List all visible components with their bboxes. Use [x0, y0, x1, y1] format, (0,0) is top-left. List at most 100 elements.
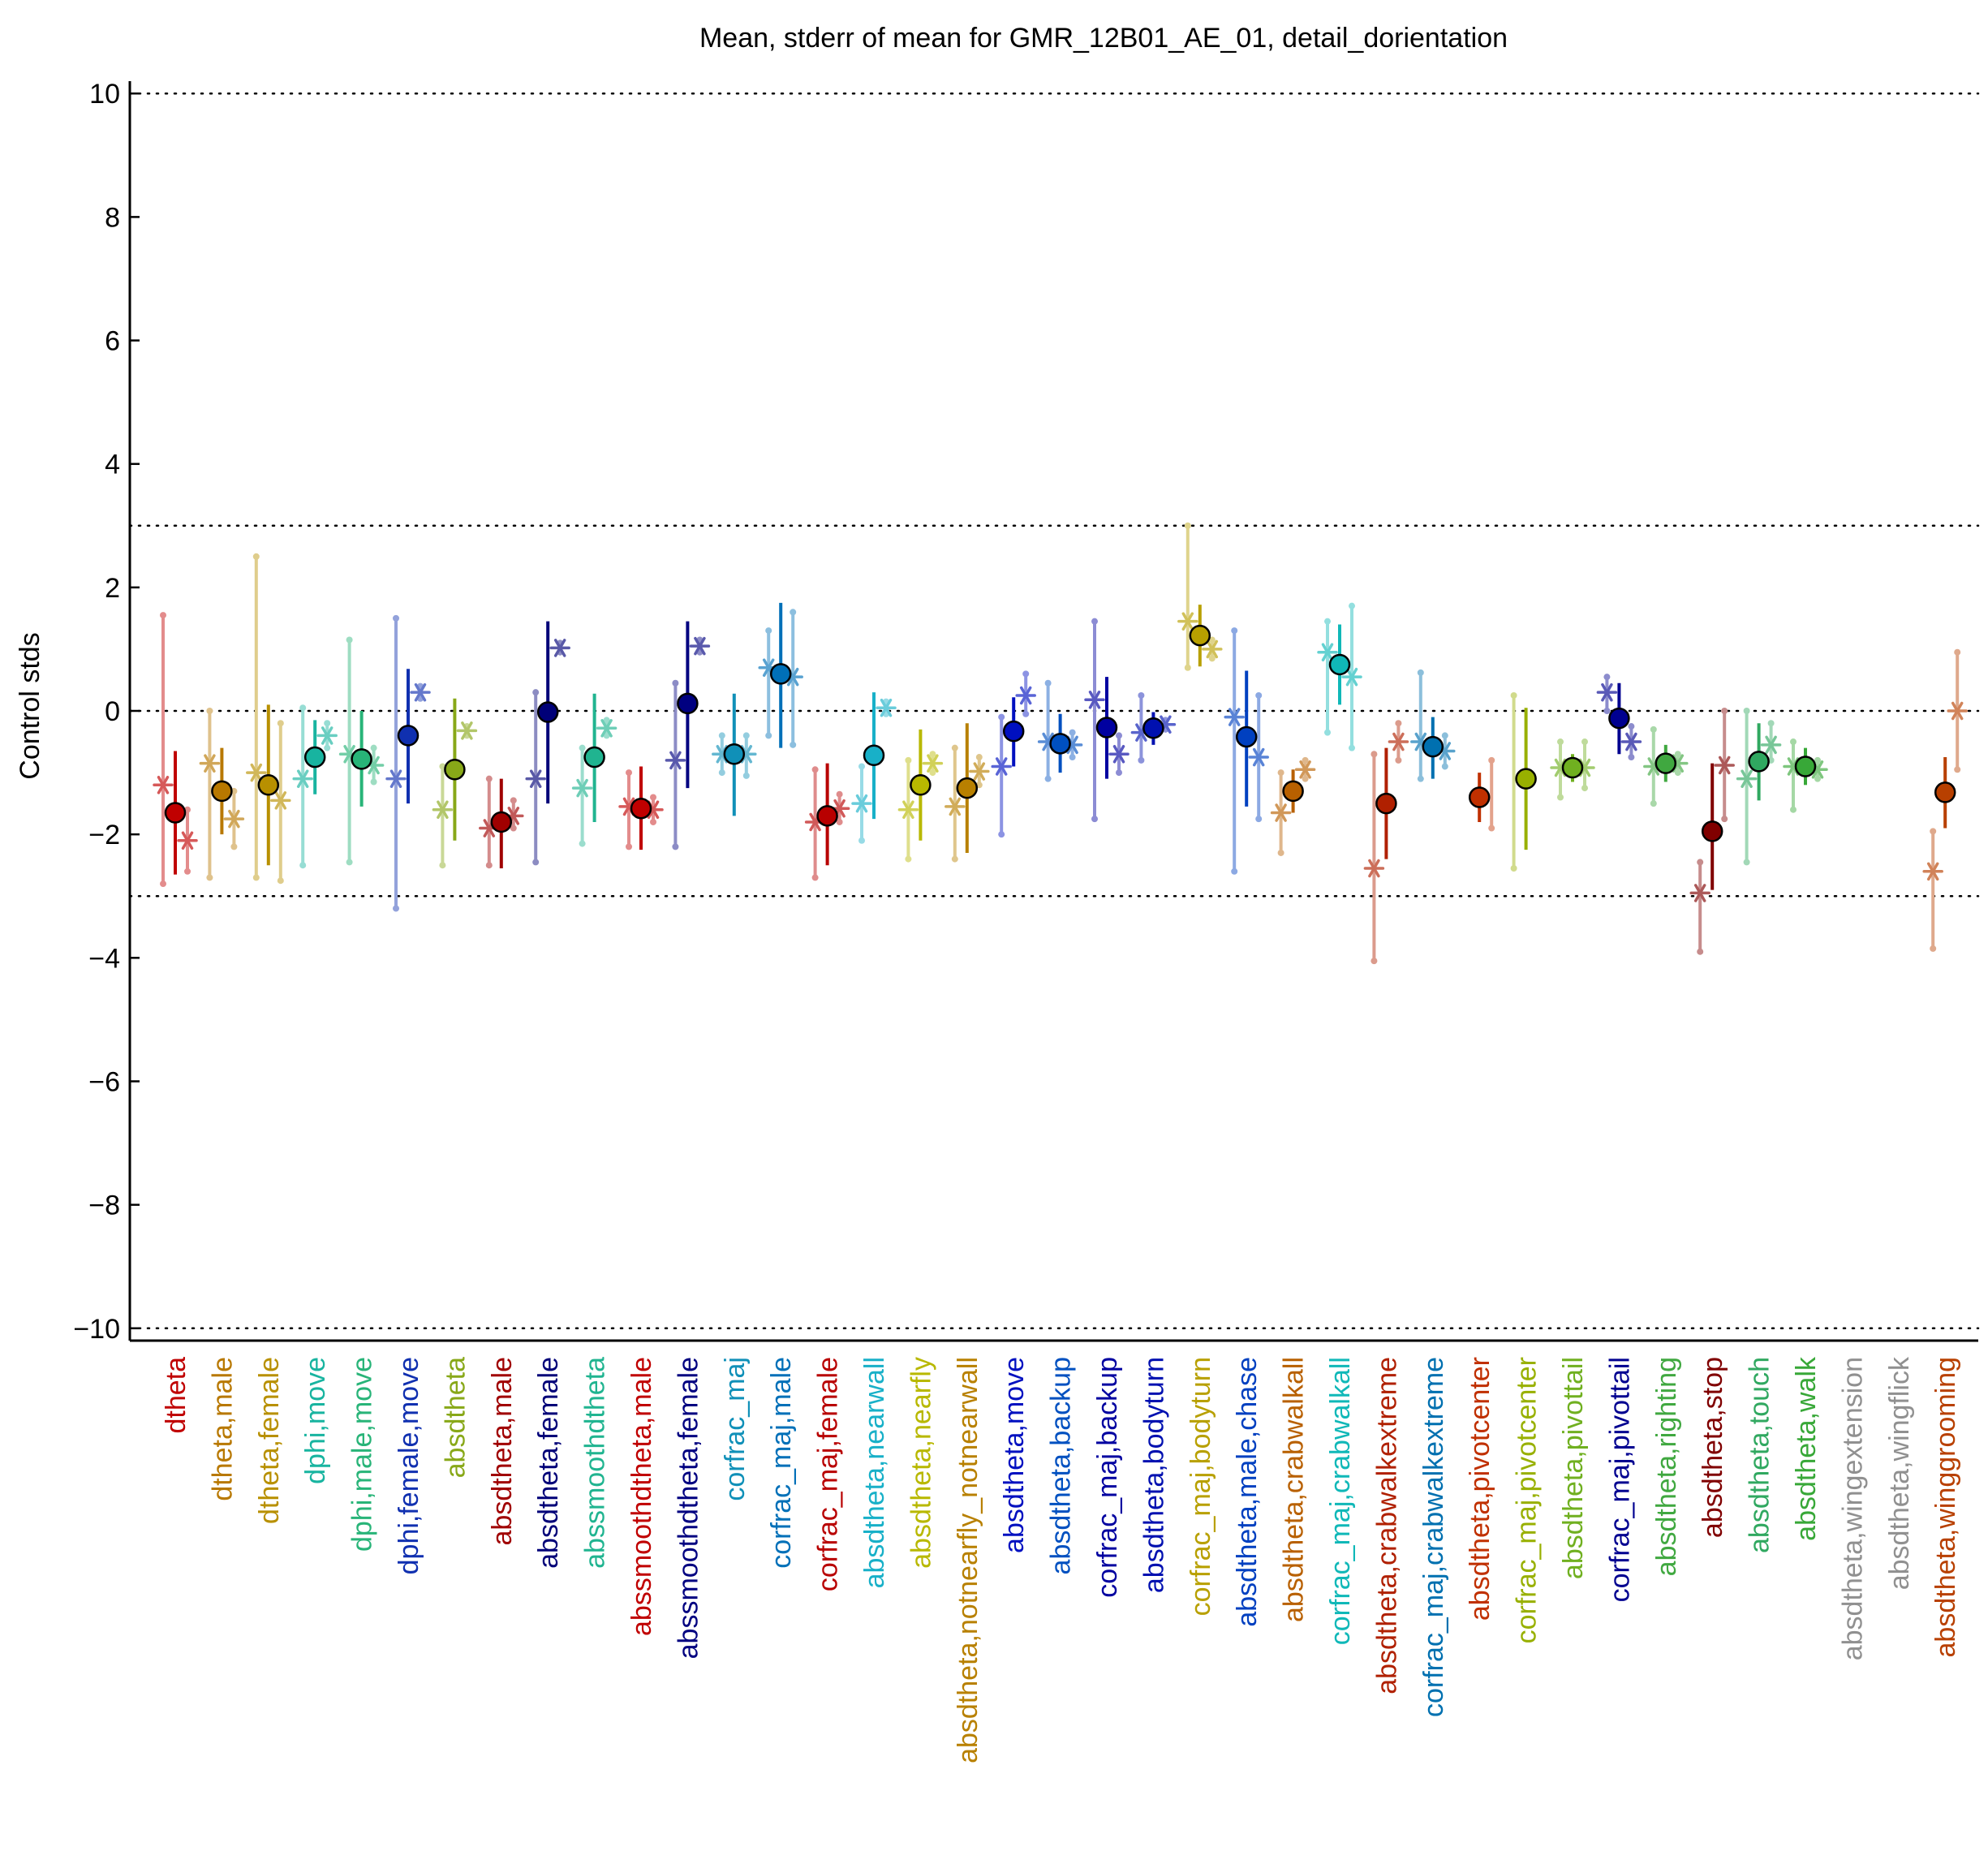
- male-mean-marker: [1270, 803, 1292, 822]
- mean-marker: [769, 663, 792, 685]
- mean-marker: [677, 692, 699, 715]
- category-22: [1177, 522, 1223, 671]
- x-tick-label: absdtheta,righting: [1651, 1357, 1682, 1576]
- category-30: [1550, 738, 1595, 801]
- mean-marker: [723, 743, 746, 765]
- female-mean-marker: [876, 698, 897, 717]
- mean-marker: [1095, 717, 1118, 738]
- category-19: [1037, 679, 1083, 782]
- x-axis-tick-labels: dtheta dtheta,male dtheta,female dphi,move d…: [161, 1356, 1961, 1763]
- male-range-bar: [160, 612, 166, 888]
- x-tick-label: absdtheta,backup: [1046, 1357, 1077, 1574]
- y-tick-label: −4: [88, 943, 120, 974]
- category-8: [525, 621, 570, 866]
- mean-marker: [583, 746, 605, 769]
- category-2: [246, 553, 291, 885]
- y-axis-label: Control stds: [15, 632, 45, 779]
- female-range-bar: [1208, 636, 1216, 662]
- category-18: [991, 670, 1036, 838]
- y-tick-label: −8: [88, 1190, 120, 1221]
- x-tick-label: absdtheta: [440, 1357, 471, 1478]
- female-mean-marker: [1760, 735, 1782, 755]
- category-29: [1510, 691, 1537, 872]
- x-tick-label: corfrac_maj,female: [813, 1357, 844, 1591]
- mean-marker: [1282, 780, 1304, 803]
- category-15: [851, 692, 897, 844]
- category-7: [479, 775, 524, 869]
- x-tick-label: corfrac_maj,crabwalkall: [1325, 1357, 1356, 1645]
- male-mean-marker: [292, 769, 313, 788]
- x-tick-label: absdtheta,wingextension: [1837, 1357, 1868, 1660]
- y-tick-label: 0: [105, 696, 120, 727]
- x-tick-label: absdtheta,stop: [1698, 1357, 1728, 1538]
- mean-marker: [1375, 792, 1397, 815]
- x-tick-label: absdtheta,bodyturn: [1138, 1357, 1169, 1593]
- male-mean-marker: [1689, 884, 1710, 902]
- mean-marker: [1655, 752, 1677, 774]
- x-tick-label: dphi,male,move: [347, 1357, 378, 1552]
- female-range-bar: [1302, 756, 1309, 782]
- category-16: [897, 729, 944, 863]
- male-range-bar: [998, 713, 1005, 838]
- male-range-bar: [393, 614, 399, 912]
- female-mean-marker: [1202, 639, 1223, 659]
- category-27: [1410, 669, 1456, 782]
- y-tick-label: 10: [89, 79, 120, 110]
- male-range-bar: [1930, 828, 1937, 952]
- mean-marker: [257, 774, 280, 796]
- category-32: [1643, 725, 1689, 807]
- male-range-bar: [252, 553, 260, 881]
- mean-marker: [397, 725, 420, 747]
- male-range-bar: [1790, 738, 1797, 813]
- mean-marker: [816, 805, 838, 827]
- category-28: [1468, 756, 1495, 832]
- y-tick-label: 8: [105, 202, 120, 233]
- male-range-bar: [439, 763, 446, 869]
- category-31: [1596, 674, 1642, 761]
- mean-marker: [956, 777, 979, 799]
- mean-marker: [1049, 733, 1071, 755]
- female-mean-marker: [1714, 756, 1735, 775]
- x-tick-label: corfrac_maj,backup: [1092, 1357, 1123, 1598]
- x-tick-label: absdtheta,pivotcenter: [1465, 1357, 1495, 1621]
- male-mean-marker: [1363, 859, 1385, 878]
- male-range-bar: [672, 679, 679, 850]
- male-mean-marker: [1317, 643, 1338, 662]
- x-tick-label: abssmoothdtheta: [580, 1357, 611, 1569]
- mean-marker: [1701, 820, 1723, 842]
- female-mean-marker: [1341, 667, 1362, 687]
- x-tick-label: dtheta,female: [254, 1357, 285, 1524]
- male-mean-marker: [1224, 708, 1245, 726]
- female-mean-marker: [969, 762, 990, 781]
- mean-marker: [1748, 751, 1770, 773]
- data-marks: [153, 522, 1968, 965]
- mean-marker: [164, 802, 187, 824]
- male-mean-marker: [897, 800, 919, 820]
- mean-marker: [630, 797, 652, 820]
- category-35: [1783, 738, 1828, 813]
- y-tick-label: 4: [105, 450, 120, 480]
- mean-marker: [1189, 624, 1211, 647]
- mean-marker: [1515, 768, 1537, 790]
- category-13: [758, 602, 803, 748]
- female-mean-marker: [270, 791, 291, 810]
- female-mean-marker: [922, 754, 944, 773]
- x-tick-label: absdtheta,move: [999, 1357, 1030, 1553]
- x-tick-label: abssmoothdtheta,male: [626, 1357, 657, 1636]
- category-33: [1689, 708, 1735, 955]
- male-range-bar: [1231, 627, 1238, 875]
- category-20: [1084, 618, 1130, 823]
- mean-marker: [1002, 720, 1025, 743]
- category-34: [1736, 708, 1782, 866]
- mean-marker: [1235, 725, 1258, 748]
- category-0: [153, 612, 198, 888]
- male-mean-marker: [246, 763, 267, 782]
- x-tick-label: corfrac_maj,male: [766, 1357, 797, 1569]
- mean-marker: [1142, 717, 1164, 739]
- x-tick-label: absdtheta,pivottail: [1558, 1357, 1589, 1579]
- mean-marker: [1608, 707, 1630, 730]
- female-mean-marker: [689, 636, 711, 656]
- female-mean-marker: [410, 682, 431, 702]
- mean-marker: [910, 774, 932, 796]
